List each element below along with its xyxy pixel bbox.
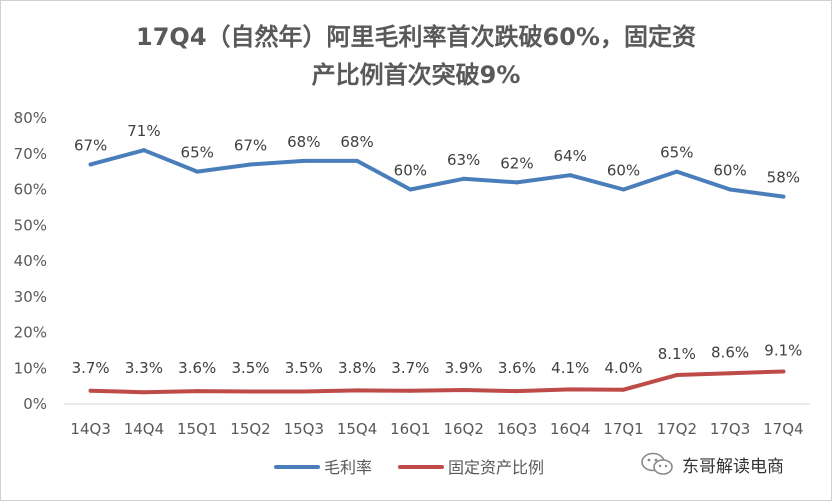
data-label: 65% [660, 144, 693, 162]
y-tick-label: 80% [14, 109, 47, 127]
x-tick-label: 15Q2 [230, 420, 270, 438]
y-tick-label: 0% [23, 395, 47, 413]
data-point [514, 180, 519, 185]
data-label: 60% [394, 162, 427, 180]
data-point [461, 176, 466, 181]
data-label: 3.5% [231, 359, 269, 377]
y-tick-label: 30% [14, 288, 47, 306]
x-tick-label: 15Q1 [177, 420, 217, 438]
data-point [248, 389, 253, 394]
x-tick-label: 15Q3 [284, 420, 324, 438]
data-label: 62% [500, 154, 533, 172]
data-point [355, 388, 360, 393]
data-labels: 67% 71% 65% 67% 68% 68% 60% 63% 62% 64% 60% 65% 60% 5… [72, 122, 803, 377]
y-tick-label: 20% [14, 324, 47, 342]
y-tick-label: 40% [14, 252, 47, 270]
data-point [355, 158, 360, 163]
data-point [141, 390, 146, 395]
data-point [141, 148, 146, 153]
data-label: 63% [447, 151, 480, 169]
data-label: 8.6% [711, 343, 749, 361]
y-axis: 0% 10% 20% 30% 40% 50% 60% 70% 80% [14, 109, 47, 413]
data-point [781, 369, 786, 374]
watermark: 东哥解读电商 [640, 451, 784, 477]
data-point [514, 389, 519, 394]
data-point [301, 158, 306, 163]
data-point [461, 388, 466, 393]
data-label: 67% [74, 136, 107, 154]
x-tick-label: 15Q4 [337, 420, 377, 438]
y-tick-label: 50% [14, 216, 47, 234]
chart-title-line-1: 17Q4（自然年）阿里毛利率首次跌破60%，固定资 [136, 23, 696, 51]
legend: 毛利率 固定资产比例 [274, 458, 544, 477]
data-point [674, 169, 679, 174]
data-label: 4.0% [604, 359, 642, 377]
data-point [248, 162, 253, 167]
data-label: 4.1% [551, 359, 589, 377]
x-tick-label: 17Q2 [657, 420, 697, 438]
data-point [408, 388, 413, 393]
data-point [568, 173, 573, 178]
data-label: 9.1% [764, 341, 802, 359]
data-label: 58% [767, 169, 800, 187]
data-label: 3.8% [338, 359, 376, 377]
data-point [408, 187, 413, 192]
legend-label: 毛利率 [324, 458, 372, 477]
data-label: 3.6% [498, 359, 536, 377]
x-tick-label: 14Q3 [70, 420, 110, 438]
x-tick-label: 17Q4 [763, 420, 803, 438]
x-tick-label: 16Q3 [497, 420, 537, 438]
data-point [621, 187, 626, 192]
x-tick-label: 16Q2 [443, 420, 483, 438]
data-point [195, 169, 200, 174]
y-tick-label: 10% [14, 359, 47, 377]
data-label: 3.7% [72, 359, 110, 377]
data-point [88, 162, 93, 167]
chart-title-line-2: 产比例首次突破9% [312, 61, 521, 89]
series-lines [88, 148, 786, 395]
x-tick-label: 17Q1 [603, 420, 643, 438]
data-label: 60% [713, 162, 746, 180]
data-label: 65% [181, 144, 214, 162]
data-point [301, 389, 306, 394]
data-label: 8.1% [658, 345, 696, 363]
data-point [568, 387, 573, 392]
x-tick-label: 14Q4 [124, 420, 164, 438]
wechat-icon [641, 452, 673, 475]
series-line-0 [88, 148, 786, 199]
data-label: 60% [607, 162, 640, 180]
data-label: 3.3% [125, 359, 163, 377]
series-line-1 [88, 369, 786, 395]
data-point [621, 387, 626, 392]
data-label: 68% [340, 133, 373, 151]
data-point [728, 187, 733, 192]
data-point [674, 373, 679, 378]
data-label: 71% [127, 122, 160, 140]
x-tick-label: 16Q4 [550, 420, 590, 438]
data-point [195, 389, 200, 394]
y-tick-label: 70% [14, 145, 47, 163]
data-point [728, 371, 733, 376]
watermark-text: 东哥解读电商 [682, 456, 784, 477]
y-tick-label: 60% [14, 181, 47, 199]
legend-label: 固定资产比例 [448, 458, 544, 477]
x-axis: 14Q3 14Q4 15Q1 15Q2 15Q3 15Q4 16Q1 16Q2 16Q3 16Q4… [64, 403, 810, 438]
data-label: 68% [287, 133, 320, 151]
x-tick-label: 16Q1 [390, 420, 430, 438]
x-tick-label: 17Q3 [710, 420, 750, 438]
data-point [781, 194, 786, 199]
data-label: 3.7% [391, 359, 429, 377]
data-label: 3.5% [285, 359, 323, 377]
data-label: 3.6% [178, 359, 216, 377]
data-label: 67% [234, 136, 267, 154]
data-point [88, 388, 93, 393]
data-label: 3.9% [445, 359, 483, 377]
data-label: 64% [554, 147, 587, 165]
